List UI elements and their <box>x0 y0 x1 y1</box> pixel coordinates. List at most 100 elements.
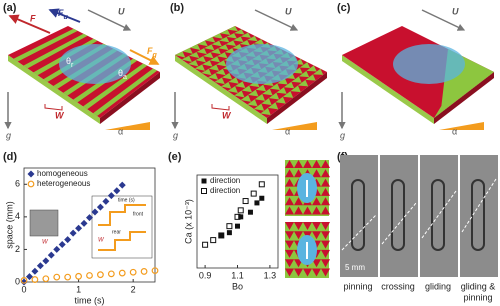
incline <box>272 122 317 130</box>
y-tick-label: 2 <box>15 244 20 254</box>
triangle <box>226 33 237 39</box>
triangle <box>321 222 330 230</box>
panel-label: (c) <box>337 2 351 14</box>
point <box>36 262 44 270</box>
arrow <box>129 49 160 65</box>
width-label: W <box>222 110 232 120</box>
pattern-tiles <box>285 160 330 278</box>
point <box>75 224 83 232</box>
x-axis-label: time (s) <box>75 295 105 305</box>
triangle <box>261 98 272 106</box>
triangle <box>312 197 321 206</box>
inset-label: front <box>133 211 144 217</box>
triangle <box>227 26 238 32</box>
point <box>80 219 88 227</box>
x-tick-label: 1.1 <box>231 270 244 280</box>
angle-label: θr <box>66 56 74 68</box>
point <box>210 237 217 244</box>
point <box>202 241 209 248</box>
triangle <box>321 160 330 168</box>
symbol: F <box>147 46 153 56</box>
slab-side <box>434 72 494 124</box>
triangle <box>294 231 303 240</box>
legend-label: direction <box>210 186 240 195</box>
arrow <box>421 9 466 31</box>
droplet <box>226 44 298 84</box>
triangle <box>294 169 303 178</box>
triangle <box>321 249 330 258</box>
droplet-trace <box>351 179 365 251</box>
triangle <box>298 70 310 78</box>
triangle <box>227 86 238 94</box>
inset-label: W <box>98 238 105 244</box>
triangle <box>321 197 330 206</box>
point <box>64 236 72 244</box>
point <box>254 200 260 206</box>
inset-label: time (s) <box>118 197 135 203</box>
point <box>226 223 233 230</box>
point <box>20 276 28 284</box>
point <box>237 207 244 214</box>
triangle <box>247 35 258 42</box>
point <box>86 214 93 222</box>
triangle <box>321 231 330 240</box>
subscript: u <box>64 14 69 21</box>
symbol: θ <box>66 56 71 66</box>
triangle <box>188 60 199 67</box>
triangle <box>312 169 321 178</box>
triangle <box>285 231 294 240</box>
triangle <box>303 268 312 277</box>
velocity-label: U <box>285 6 292 16</box>
y-tick-label: 4 <box>15 211 20 221</box>
triangle <box>189 51 200 59</box>
boundary <box>341 214 377 251</box>
point <box>64 273 72 281</box>
caption: pinning <box>463 292 492 302</box>
caption: crossing <box>381 281 415 291</box>
triangle <box>182 47 193 54</box>
droplet-trace <box>471 179 485 251</box>
triangle <box>321 178 330 187</box>
point <box>113 187 121 195</box>
triangle <box>224 48 236 54</box>
boundary <box>381 202 417 245</box>
triangle <box>285 240 294 249</box>
triangle <box>220 29 231 35</box>
point <box>259 195 265 201</box>
subscript: r <box>71 62 74 69</box>
legend-label: homogeneous <box>37 169 88 178</box>
boundary <box>461 178 497 233</box>
triangle <box>277 78 288 85</box>
triangle <box>205 36 216 43</box>
triangle <box>207 73 219 80</box>
point <box>118 269 126 277</box>
triangle <box>267 102 279 110</box>
point <box>31 267 39 275</box>
triangle <box>303 160 312 168</box>
triangle <box>255 84 267 92</box>
symbol: θ <box>118 68 123 78</box>
arrow <box>254 9 299 31</box>
point <box>53 245 61 253</box>
droplet-trace <box>391 179 405 251</box>
triangle <box>219 36 230 43</box>
triangle <box>247 99 258 107</box>
triangle <box>260 107 271 116</box>
triangle <box>269 83 281 90</box>
gravity-label: g <box>340 130 345 140</box>
triangle <box>175 51 186 58</box>
triangle <box>285 178 294 187</box>
point <box>42 257 50 265</box>
triangle <box>282 91 294 98</box>
triangle <box>312 222 321 230</box>
triangle <box>299 62 311 69</box>
point <box>250 190 257 197</box>
triangle <box>303 222 312 230</box>
triangle <box>312 160 321 168</box>
x-tick-label: 2 <box>131 284 136 294</box>
angle-label: θa <box>118 68 127 80</box>
triangle <box>215 68 226 76</box>
x-tick-label: 0.9 <box>199 270 212 280</box>
legend-marker <box>27 170 35 178</box>
triangle <box>321 169 330 178</box>
